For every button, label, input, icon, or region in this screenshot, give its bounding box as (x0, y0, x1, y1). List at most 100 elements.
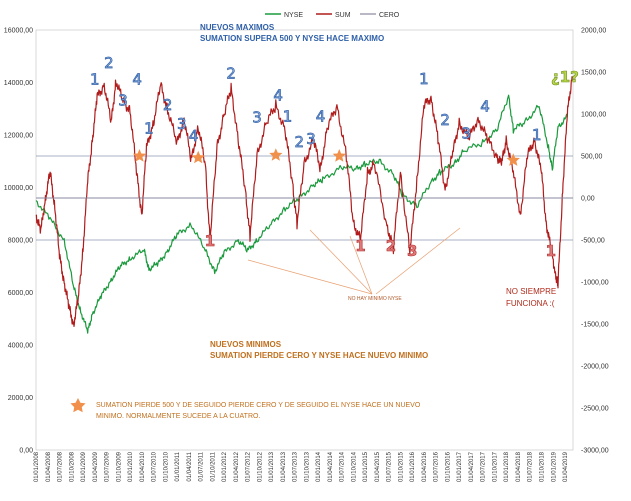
x-tick-label: 01/10/2013 (304, 451, 310, 482)
x-tick-label: 01/04/2012 (234, 451, 240, 482)
x-tick-label: 01/01/2018 (504, 451, 510, 482)
series-layer (35, 76, 573, 334)
annotation-min-title: NUEVOS MINIMOS (210, 340, 282, 349)
x-tick-label: 01/10/2010 (163, 451, 169, 482)
series-line-sum (35, 76, 573, 327)
x-tick-label: 01/10/2017 (492, 451, 498, 482)
x-tick-label: 01/01/2010 (128, 451, 134, 482)
wave-number-min: 1 (205, 232, 215, 250)
x-tick-label: 01/01/2011 (175, 451, 181, 481)
left-tick-label: 4000,00 (8, 343, 33, 350)
arrow-3 (349, 235, 373, 295)
wave-number-max: 1 (532, 126, 542, 144)
x-tick-label: 01/07/2009 (105, 451, 111, 482)
left-tick-label: 16000,00 (4, 28, 33, 35)
x-tick-label: 01/04/2018 (516, 451, 522, 482)
arrow-2 (309, 229, 373, 295)
x-tick-label: 01/01/2008 (34, 451, 40, 482)
wave-number-max: 4 (316, 108, 326, 126)
wave-number-max: 3 (252, 108, 262, 126)
star-marker (132, 149, 147, 162)
wave-number-max: 3 (118, 92, 128, 110)
right-tick-label: 500,00 (581, 154, 603, 161)
wave-number-max: 1 (144, 119, 154, 137)
x-tick-label: 01/10/2011 (210, 451, 216, 481)
stars-layer (132, 148, 520, 166)
left-tick-label: 6000,00 (8, 290, 33, 297)
right-tick-label: -1000,00 (581, 280, 609, 287)
wave-number-max: 1 (283, 108, 293, 126)
x-tick-label: 01/01/2016 (410, 451, 416, 482)
x-tick-label: 01/07/2016 (434, 451, 440, 482)
wave-number-max: 4 (480, 97, 490, 115)
x-tick-label: 01/07/2011 (199, 451, 205, 481)
right-tick-label: -1500,00 (581, 322, 609, 329)
wave-number-min: 1 (355, 237, 365, 255)
right-tick-label: 1000,00 (581, 112, 606, 119)
wave-number-max: 1 (90, 71, 100, 89)
x-tick-label: 01/04/2013 (281, 451, 287, 482)
x-tick-label: 01/07/2012 (246, 451, 252, 482)
annotation-no-siempre-1: NO SIEMPRE (506, 287, 556, 296)
arrow-4 (375, 227, 461, 295)
x-tick-label: 01/01/2015 (363, 451, 369, 482)
wave-number-max: 3 (461, 124, 471, 142)
right-axis: -3000,00 -2500,00 -2000,00 -1500,00 -1000,00… (581, 28, 609, 455)
x-tick-label: 01/10/2018 (539, 451, 545, 482)
x-tick-label: 01/01/2012 (222, 451, 228, 482)
x-tick-label: 01/10/2012 (257, 451, 263, 482)
left-tick-label: 2000,00 (8, 395, 33, 402)
wave-number-min: 2 (386, 237, 396, 255)
legend-label-nyse: NYSE (284, 12, 303, 19)
annotation-max-title: NUEVOS MAXIMOS (200, 23, 275, 32)
left-tick-label: 12000,00 (4, 133, 33, 140)
wave-number-max: 2 (226, 65, 236, 83)
legend-label-sum: SUM (335, 12, 351, 19)
wave-number-min: 1 (546, 242, 556, 260)
x-tick-label: 01/10/2015 (398, 451, 404, 482)
star-marker (269, 148, 283, 161)
x-tick-label: 01/10/2016 (445, 451, 451, 482)
x-axis: 01/01/2008 01/04/2008 01/07/2008 01/10/2008… (34, 451, 569, 482)
annotation-star-text-1: SUMATION PIERDE 500 Y DE SEGUIDO PIERDE … (96, 402, 421, 409)
x-tick-label: 01/07/2008 (58, 451, 64, 482)
x-tick-label: 01/04/2010 (140, 451, 146, 482)
star-marker (191, 150, 205, 164)
star-marker (332, 149, 346, 162)
x-tick-label: 01/04/2014 (328, 451, 334, 482)
x-tick-label: 01/04/2008 (46, 451, 52, 482)
annotation-question: ¿1? (551, 68, 579, 86)
right-tick-label: -2500,00 (581, 406, 609, 413)
x-tick-label: 01/01/2013 (269, 451, 275, 482)
wave-number-max: 3 (306, 130, 316, 148)
x-tick-label: 01/07/2018 (528, 451, 534, 482)
x-tick-label: 01/04/2017 (469, 451, 475, 482)
arrow-1 (247, 259, 373, 295)
wave-number-max: 2 (163, 96, 173, 114)
x-tick-label: 01/04/2019 (563, 451, 569, 482)
x-tick-label: 01/10/2008 (69, 451, 75, 482)
annotation-no-siempre-2: FUNCIONA :( (506, 299, 555, 308)
annotation-max-subtitle: SUMATION SUPERA 500 Y NYSE HACE MAXIMO (200, 34, 384, 43)
x-tick-label: 01/01/2009 (81, 451, 87, 482)
wave-number-max: 3 (177, 115, 187, 133)
legend-label-cero: CERO (379, 12, 400, 19)
annotation-min-subtitle: SUMATION PIERDE CERO Y NYSE HACE NUEVO M… (210, 351, 428, 360)
x-tick-label: 01/01/2019 (551, 451, 557, 482)
star-marker (506, 153, 520, 166)
left-axis: 0,00 2000,00 4000,00 6000,00 8000,00 10000,00… (4, 28, 33, 455)
x-tick-label: 01/10/2009 (116, 451, 122, 482)
x-tick-label: 01/07/2017 (481, 451, 487, 482)
left-tick-label: 8000,00 (8, 238, 33, 245)
star-icon (70, 398, 86, 413)
right-tick-label: -3000,00 (581, 448, 609, 455)
x-tick-label: 01/04/2016 (422, 451, 428, 482)
x-tick-label: 01/07/2015 (387, 451, 393, 482)
x-tick-label: 01/07/2014 (340, 451, 346, 482)
wave-number-min: 3 (407, 242, 417, 260)
wave-number-max: 2 (104, 54, 114, 72)
annotation-no-min: NO HAY MINIMO NYSE (348, 296, 402, 302)
wave-number-max: 1 (419, 70, 429, 88)
arrows-no-min (247, 227, 461, 295)
